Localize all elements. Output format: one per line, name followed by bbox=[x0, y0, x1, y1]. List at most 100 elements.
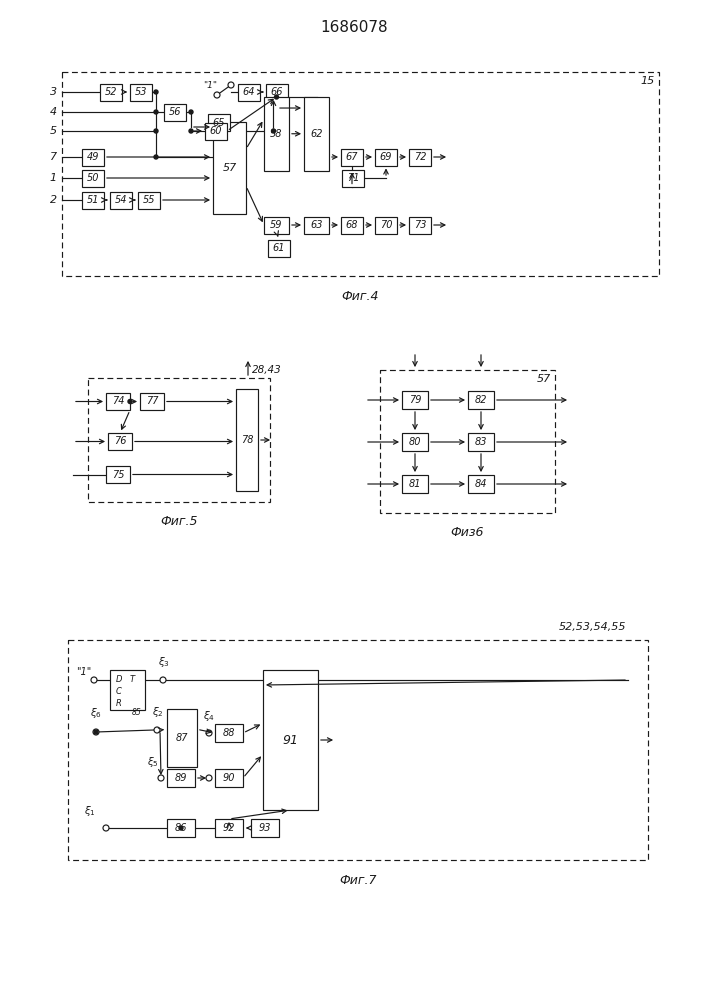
Bar bbox=[82, 169, 104, 186]
Bar bbox=[82, 148, 104, 165]
Text: 50: 50 bbox=[87, 173, 99, 183]
Bar bbox=[375, 217, 397, 233]
Bar bbox=[167, 709, 197, 767]
Circle shape bbox=[154, 110, 158, 114]
Circle shape bbox=[160, 677, 166, 683]
Text: 56: 56 bbox=[169, 107, 181, 117]
Text: 92: 92 bbox=[223, 823, 235, 833]
Bar bbox=[264, 97, 289, 170]
Bar bbox=[409, 217, 431, 233]
Text: 60: 60 bbox=[210, 126, 222, 136]
Text: D: D bbox=[116, 676, 122, 684]
Text: 64: 64 bbox=[243, 87, 255, 97]
Circle shape bbox=[206, 775, 212, 781]
Text: 65: 65 bbox=[213, 117, 226, 127]
Bar bbox=[106, 393, 130, 410]
Text: 51: 51 bbox=[87, 195, 99, 205]
Bar bbox=[266, 84, 288, 101]
Circle shape bbox=[103, 825, 109, 831]
Text: 15: 15 bbox=[641, 76, 655, 86]
Bar bbox=[167, 769, 195, 787]
Text: $\xi_5$: $\xi_5$ bbox=[147, 755, 159, 769]
Bar bbox=[215, 724, 243, 742]
Text: 81: 81 bbox=[409, 479, 421, 489]
Bar bbox=[304, 97, 329, 170]
Circle shape bbox=[274, 95, 279, 99]
Bar bbox=[167, 819, 195, 837]
Bar bbox=[108, 433, 132, 450]
Bar bbox=[236, 389, 258, 491]
Text: C: C bbox=[116, 688, 122, 696]
Circle shape bbox=[154, 155, 158, 159]
Bar bbox=[251, 819, 279, 837]
Text: 82: 82 bbox=[474, 395, 487, 405]
Bar bbox=[140, 393, 164, 410]
Circle shape bbox=[154, 129, 158, 133]
Circle shape bbox=[189, 129, 193, 133]
Text: "1": "1" bbox=[76, 667, 91, 677]
Circle shape bbox=[228, 82, 234, 88]
Text: 61: 61 bbox=[273, 243, 285, 253]
Bar bbox=[138, 192, 160, 209]
Circle shape bbox=[271, 129, 276, 133]
Text: 54: 54 bbox=[115, 195, 127, 205]
Circle shape bbox=[154, 727, 160, 733]
Text: 68: 68 bbox=[346, 220, 358, 230]
Text: 72: 72 bbox=[414, 152, 426, 162]
Bar bbox=[375, 148, 397, 165]
Text: 83: 83 bbox=[474, 437, 487, 447]
Text: 28,43: 28,43 bbox=[252, 365, 282, 375]
Bar bbox=[88, 378, 270, 502]
Text: Фиг.4: Фиг.4 bbox=[341, 290, 379, 303]
Text: 86: 86 bbox=[175, 823, 187, 833]
Bar bbox=[100, 84, 122, 101]
Bar bbox=[110, 192, 132, 209]
Bar bbox=[215, 819, 243, 837]
Bar bbox=[402, 475, 428, 493]
Text: 57: 57 bbox=[537, 374, 551, 384]
Text: 62: 62 bbox=[310, 129, 323, 139]
Bar bbox=[341, 217, 363, 233]
Text: 75: 75 bbox=[112, 470, 124, 480]
Bar bbox=[263, 670, 318, 810]
Text: 67: 67 bbox=[346, 152, 358, 162]
Text: 85: 85 bbox=[132, 708, 142, 717]
Bar bbox=[130, 84, 152, 101]
Text: 53: 53 bbox=[135, 87, 147, 97]
Text: 7: 7 bbox=[50, 152, 57, 162]
Text: R: R bbox=[116, 698, 122, 708]
Circle shape bbox=[154, 90, 158, 94]
Text: Физ6: Физ6 bbox=[451, 526, 484, 539]
Bar bbox=[62, 72, 659, 276]
Bar bbox=[215, 769, 243, 787]
Text: 93: 93 bbox=[259, 823, 271, 833]
Bar bbox=[342, 169, 364, 186]
Bar bbox=[409, 148, 431, 165]
Bar bbox=[213, 122, 246, 214]
Circle shape bbox=[128, 399, 132, 403]
Bar bbox=[341, 148, 363, 165]
Text: Фиг.7: Фиг.7 bbox=[339, 874, 377, 887]
Text: 49: 49 bbox=[87, 152, 99, 162]
Text: 71: 71 bbox=[346, 173, 359, 183]
Bar bbox=[82, 192, 104, 209]
Text: 76: 76 bbox=[114, 436, 127, 446]
Text: 58: 58 bbox=[270, 129, 283, 139]
Text: $\xi_4$: $\xi_4$ bbox=[203, 709, 215, 723]
Text: 4: 4 bbox=[50, 107, 57, 117]
Text: 5: 5 bbox=[50, 126, 57, 136]
Bar bbox=[402, 391, 428, 409]
Circle shape bbox=[158, 775, 164, 781]
Bar bbox=[238, 84, 260, 101]
Circle shape bbox=[206, 730, 212, 736]
Bar bbox=[205, 122, 227, 139]
Text: 69: 69 bbox=[380, 152, 392, 162]
Bar bbox=[164, 104, 186, 120]
Bar bbox=[468, 391, 494, 409]
Text: 66: 66 bbox=[271, 87, 284, 97]
Circle shape bbox=[214, 92, 220, 98]
Circle shape bbox=[189, 110, 193, 114]
Text: 1686078: 1686078 bbox=[320, 20, 388, 35]
Text: 77: 77 bbox=[146, 396, 158, 406]
Text: 70: 70 bbox=[380, 220, 392, 230]
